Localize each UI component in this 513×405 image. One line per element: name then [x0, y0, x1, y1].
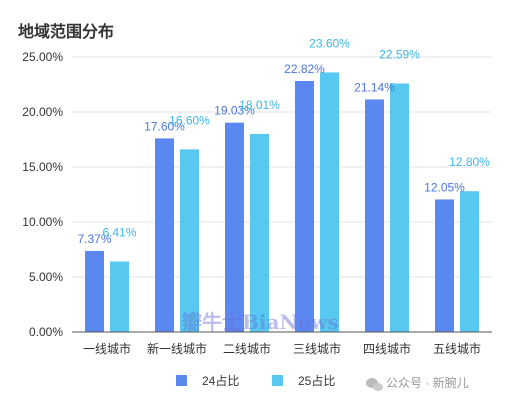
- y-tick-label: 25.00%: [22, 50, 63, 64]
- attribution-text: 公众号 · 新腕儿: [386, 375, 469, 390]
- legend-label: 25占比: [298, 373, 335, 388]
- data-label: 12.80%: [449, 155, 490, 169]
- data-label: 22.82%: [284, 62, 325, 76]
- data-label: 17.60%: [144, 119, 185, 133]
- bar: [250, 133, 269, 332]
- y-tick-label: 10.00%: [22, 215, 63, 229]
- bar-group: [85, 72, 479, 333]
- x-category-label: 一线城市: [83, 341, 131, 356]
- bar: [110, 261, 129, 332]
- grid-lines: [72, 56, 492, 278]
- bar: [295, 80, 314, 332]
- data-label: 22.59%: [379, 48, 420, 62]
- y-tick-label: 5.00%: [29, 270, 63, 284]
- attribution-group: 公众号 · 新腕儿: [366, 375, 469, 391]
- x-category-label: 三线城市: [293, 341, 341, 356]
- watermark: 瓣牛士BiaNews: [182, 310, 339, 334]
- data-label: 16.60%: [169, 113, 210, 127]
- bar: [180, 149, 199, 332]
- bar: [225, 122, 244, 332]
- bar: [365, 99, 384, 333]
- x-category-label: 五线城市: [433, 341, 481, 356]
- y-tick-label: 20.00%: [22, 105, 63, 119]
- data-label: 7.37%: [77, 232, 111, 246]
- data-label: 12.05%: [424, 180, 465, 194]
- data-label: 19.03%: [214, 104, 255, 118]
- legend-swatch: [176, 375, 187, 386]
- x-category-label: 新一线城市: [147, 341, 207, 356]
- bar: [460, 191, 479, 332]
- legend: 24占比 25占比: [176, 373, 335, 388]
- bar: [155, 138, 174, 332]
- y-axis: 0.00% 5.00% 10.00% 15.00% 20.00% 25.00%: [22, 50, 63, 339]
- x-category-label: 二线城市: [223, 341, 271, 356]
- x-axis: 一线城市 新一线城市 二线城市 三线城市 四线城市 五线城市: [72, 331, 492, 356]
- chart-title: 地域范围分布: [18, 24, 115, 41]
- bar: [435, 199, 454, 332]
- y-tick-label: 0.00%: [29, 325, 63, 339]
- wechat-icon: [366, 378, 383, 391]
- legend-label: 24占比: [202, 373, 239, 388]
- data-label: 6.41%: [102, 225, 136, 239]
- y-tick-label: 15.00%: [22, 160, 63, 174]
- bar: [390, 83, 409, 332]
- data-label: 21.14%: [354, 80, 395, 94]
- legend-swatch: [272, 375, 283, 386]
- bar: [85, 250, 104, 332]
- bar: [320, 72, 339, 333]
- data-labels: 7.37%6.41% 17.60%16.60% 19.03%18.01% 22.82%…: [77, 36, 490, 246]
- data-label: 18.01%: [239, 98, 280, 112]
- x-category-label: 四线城市: [363, 341, 411, 356]
- data-label: 23.60%: [309, 36, 350, 50]
